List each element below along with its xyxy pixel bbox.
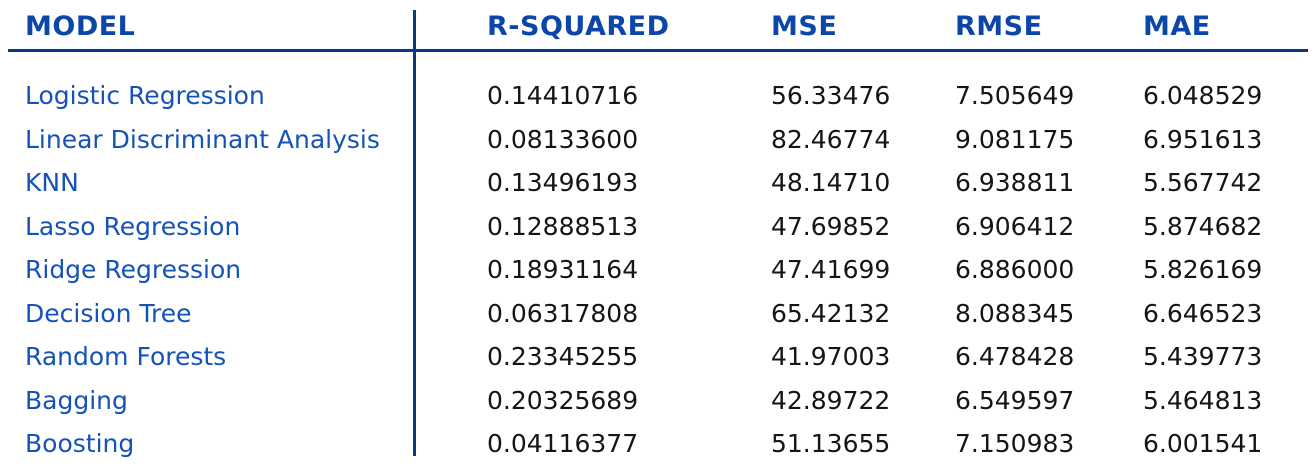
rmse-cell: 7.150983 [955,429,1075,458]
model-name-cell: KNN [25,168,79,197]
r-squared-cell: 0.04116377 [487,429,639,458]
r-squared-cell: 0.20325689 [487,385,639,415]
r-squared-cell: 0.06317808 [487,298,639,328]
column-header-r-squared: R-SQUARED [487,11,670,42]
mae-cell: 6.951613 [1143,124,1263,154]
table-row: Linear Discriminant Analysis 0.08133600 … [0,118,1316,162]
mae-cell: 5.826169 [1143,255,1263,284]
mae-cell: 5.439773 [1143,342,1263,371]
table-row: Random Forests 0.23345255 41.97003 6.478… [0,335,1316,379]
column-header-mse: MSE [771,11,838,42]
rmse-cell: 6.938811 [955,168,1075,197]
r-squared-cell: 0.13496193 [487,168,639,197]
r-squared-cell: 0.23345255 [487,342,639,371]
rmse-cell: 8.088345 [955,298,1075,328]
model-name-cell: Decision Tree [25,298,192,328]
rmse-cell: 6.478428 [955,342,1075,371]
mse-cell: 65.42132 [771,298,891,328]
mae-cell: 6.048529 [1143,81,1263,110]
model-name-cell: Lasso Regression [25,211,241,241]
model-name-cell: Logistic Regression [25,81,265,110]
model-name-cell: Boosting [25,429,135,458]
mae-cell: 6.646523 [1143,298,1263,328]
mse-cell: 82.46774 [771,124,891,154]
mae-cell: 5.874682 [1143,211,1263,241]
rmse-cell: 7.505649 [955,81,1075,110]
mse-cell: 56.33476 [771,81,891,110]
model-name-cell: Linear Discriminant Analysis [25,124,380,154]
header-underline [8,49,1308,52]
mse-cell: 51.13655 [771,429,891,458]
rmse-cell: 6.549597 [955,385,1075,415]
table-row: KNN 0.13496193 48.14710 6.938811 5.56774… [0,161,1316,205]
table-row: Lasso Regression 0.12888513 47.69852 6.9… [0,205,1316,249]
r-squared-cell: 0.08133600 [487,124,639,154]
mse-cell: 47.41699 [771,255,891,284]
column-header-mae: MAE [1143,11,1211,42]
mse-cell: 42.89722 [771,385,891,415]
table-row: Bagging 0.20325689 42.89722 6.549597 5.4… [0,379,1316,423]
r-squared-cell: 0.12888513 [487,211,639,241]
rmse-cell: 6.906412 [955,211,1075,241]
mae-cell: 6.001541 [1143,429,1263,458]
mse-cell: 47.69852 [771,211,891,241]
rmse-cell: 6.886000 [955,255,1075,284]
table-row: Boosting 0.04116377 51.13655 7.150983 6.… [0,422,1316,466]
mae-cell: 5.464813 [1143,385,1263,415]
column-header-model: MODEL [25,11,136,42]
column-header-rmse: RMSE [955,11,1043,42]
rmse-cell: 9.081175 [955,124,1075,154]
mae-cell: 5.567742 [1143,168,1263,197]
table-row: Ridge Regression 0.18931164 47.41699 6.8… [0,248,1316,292]
table-body: Logistic Regression 0.14410716 56.33476 … [0,74,1316,466]
model-name-cell: Random Forests [25,342,227,371]
table-row: Logistic Regression 0.14410716 56.33476 … [0,74,1316,118]
model-column-divider [413,10,416,456]
table-row: Decision Tree 0.06317808 65.42132 8.0883… [0,292,1316,336]
mse-cell: 41.97003 [771,342,891,371]
model-name-cell: Bagging [25,385,128,415]
mse-cell: 48.14710 [771,168,891,197]
r-squared-cell: 0.14410716 [487,81,639,110]
model-name-cell: Ridge Regression [25,255,242,284]
r-squared-cell: 0.18931164 [487,255,639,284]
